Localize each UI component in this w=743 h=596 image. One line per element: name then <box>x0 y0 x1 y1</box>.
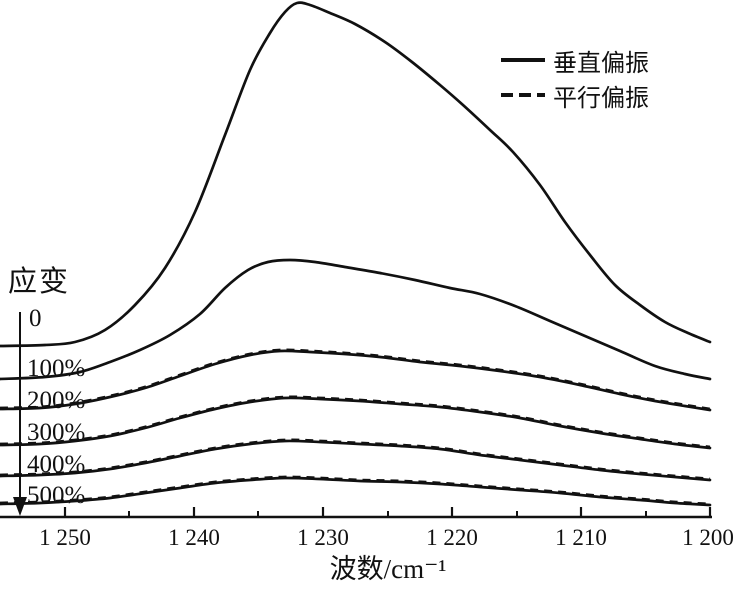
x-tick-1200: 1 200 <box>682 525 734 550</box>
curve-solid-100% <box>0 258 712 381</box>
strain-label-300: 300% <box>27 419 86 446</box>
strain-axis-title: 应变 <box>8 266 71 298</box>
curve-solid-300% <box>0 396 712 450</box>
curve-solid-500% <box>0 476 712 507</box>
curve-dashed-200% <box>0 348 711 410</box>
strain-arrow-head <box>13 497 27 516</box>
x-tick-1230: 1 230 <box>297 525 349 550</box>
x-axis-title: 波数/cm⁻¹ <box>329 554 447 584</box>
curve-solid-200% <box>0 349 712 412</box>
curve-dashed-500% <box>0 475 711 505</box>
curve-solid-400% <box>0 439 712 482</box>
legend-label-vertical: 垂直偏振 <box>553 50 649 77</box>
dashed-line-icon <box>501 93 545 97</box>
curve-dashed-400% <box>0 438 711 480</box>
legend-label-parallel: 平行偏振 <box>553 85 649 112</box>
curve-solid-0 <box>0 1 712 348</box>
x-tick-1250: 1 250 <box>39 525 91 550</box>
strain-label-400: 400% <box>27 451 86 478</box>
strain-label-100: 100% <box>27 355 86 382</box>
x-tick-1240: 1 240 <box>168 525 220 550</box>
legend: 垂直偏振 平行偏振 <box>501 46 649 112</box>
strain-label-0: 0 <box>29 305 42 332</box>
curve-dashed-300% <box>0 395 711 448</box>
strain-arrow <box>13 312 27 516</box>
legend-item-parallel: 平行偏振 <box>501 81 649 112</box>
legend-item-vertical: 垂直偏振 <box>501 46 649 77</box>
curves-layer <box>0 1 712 507</box>
solid-line-icon <box>501 58 545 62</box>
strain-label-200: 200% <box>27 387 86 414</box>
strain-label-500: 500% <box>27 482 86 509</box>
x-axis-layer <box>0 507 712 519</box>
x-tick-1220: 1 220 <box>426 525 478 550</box>
x-tick-1210: 1 210 <box>555 525 607 550</box>
